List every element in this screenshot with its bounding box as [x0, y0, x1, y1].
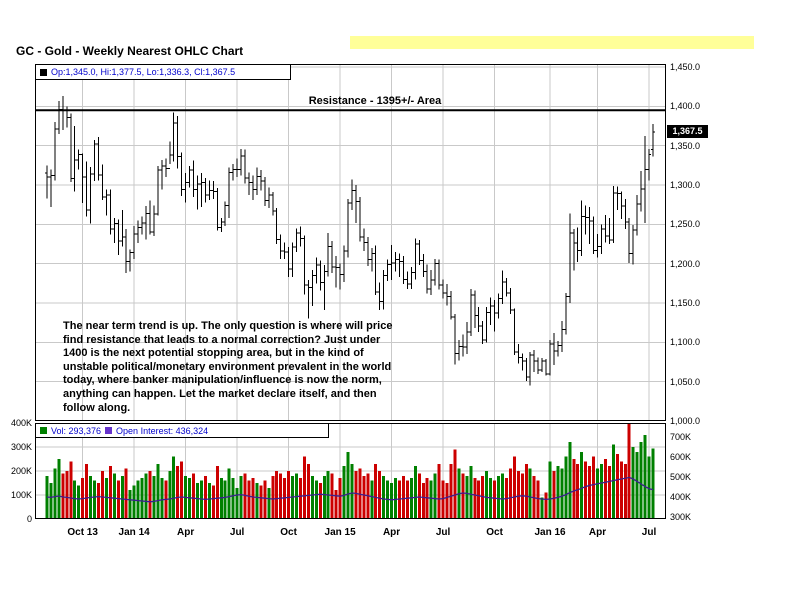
price-axis-label: 1,300.0: [670, 180, 701, 190]
x-axis-label: Apr: [177, 527, 195, 538]
price-axis-label: 1,050.0: [670, 376, 701, 387]
ohlc-bars-group: [45, 96, 655, 386]
page-title: GC - Gold - Weekly Nearest OHLC Chart: [16, 44, 244, 58]
x-axis-label: Jan 15: [324, 527, 356, 538]
price-axis-label: 1,250.0: [670, 219, 701, 230]
price-grid: [35, 64, 666, 421]
open-interest-swatch-icon: [105, 427, 113, 434]
x-axis-label: Jul: [229, 527, 245, 538]
open-interest-axis-label: 400K: [670, 492, 692, 502]
x-axis-label: Jan 16: [534, 527, 566, 538]
ohlc-legend-text: Op:1,345.0, Hi:1,377.5, Lo:1,336.3, Cl:1…: [51, 67, 236, 77]
price-axis-label: 1,400.0: [670, 101, 701, 112]
volume-axis-label: 0: [26, 514, 32, 524]
price-axis-label: 1,150.0: [670, 298, 701, 308]
x-axis-label: Jul: [435, 527, 451, 538]
price-chart-border: [35, 64, 666, 421]
price-chart-canvas: [35, 64, 666, 421]
annotation-text: The near term trend is up. The only ques…: [63, 320, 393, 414]
open-interest-axis-label: 500K: [670, 472, 692, 482]
x-axis-label: Jan 14: [118, 527, 150, 538]
highlight-bar: [350, 36, 754, 49]
volume-axis-label: 200K: [10, 466, 32, 476]
volume-swatch-icon: [40, 427, 47, 434]
volume-bars-group: [45, 424, 655, 519]
price-axis-label: 1,200.0: [670, 258, 701, 269]
volume-chart-border: [35, 423, 666, 519]
volume-legend-text: Vol: 293,376: [51, 425, 102, 436]
open-interest-axis-label: 700K: [670, 432, 692, 442]
last-price-tag: 1,367.5: [667, 124, 708, 138]
x-axis-label: Apr: [382, 527, 401, 538]
x-axis-label: Oct: [280, 527, 297, 538]
open-interest-legend-text: Open Interest: 436,324: [116, 425, 209, 436]
ohlc-legend: Op:1,345.0, Hi:1,377.5, Lo:1,336.3, Cl:1…: [35, 64, 291, 80]
volume-chart-canvas: [35, 423, 666, 519]
price-axis-label: 1,000.0: [670, 416, 701, 426]
open-interest-axis-label: 300K: [670, 512, 692, 522]
x-axis-label: Apr: [588, 527, 607, 538]
volume-legend: Vol: 293,376 Open Interest: 436,324: [35, 423, 329, 438]
price-axis-label: 1,100.0: [670, 337, 701, 348]
x-axis-label: Oct: [486, 527, 503, 538]
symbol-swatch-icon: [40, 68, 47, 76]
x-axis-label: Oct 13: [67, 527, 98, 538]
volume-axis-label: 300K: [10, 442, 32, 452]
resistance-label: Resistance - 1395+/- Area: [308, 95, 442, 107]
price-axis-label: 1,350.0: [670, 140, 701, 151]
volume-axis-label: 400K: [10, 418, 32, 428]
x-axis-label: Jul: [641, 527, 657, 538]
price-axis-label: 1,450.0: [670, 62, 701, 72]
open-interest-axis-label: 600K: [670, 452, 692, 462]
open-interest-line: [46, 476, 654, 503]
volume-axis-label: 100K: [10, 490, 32, 500]
